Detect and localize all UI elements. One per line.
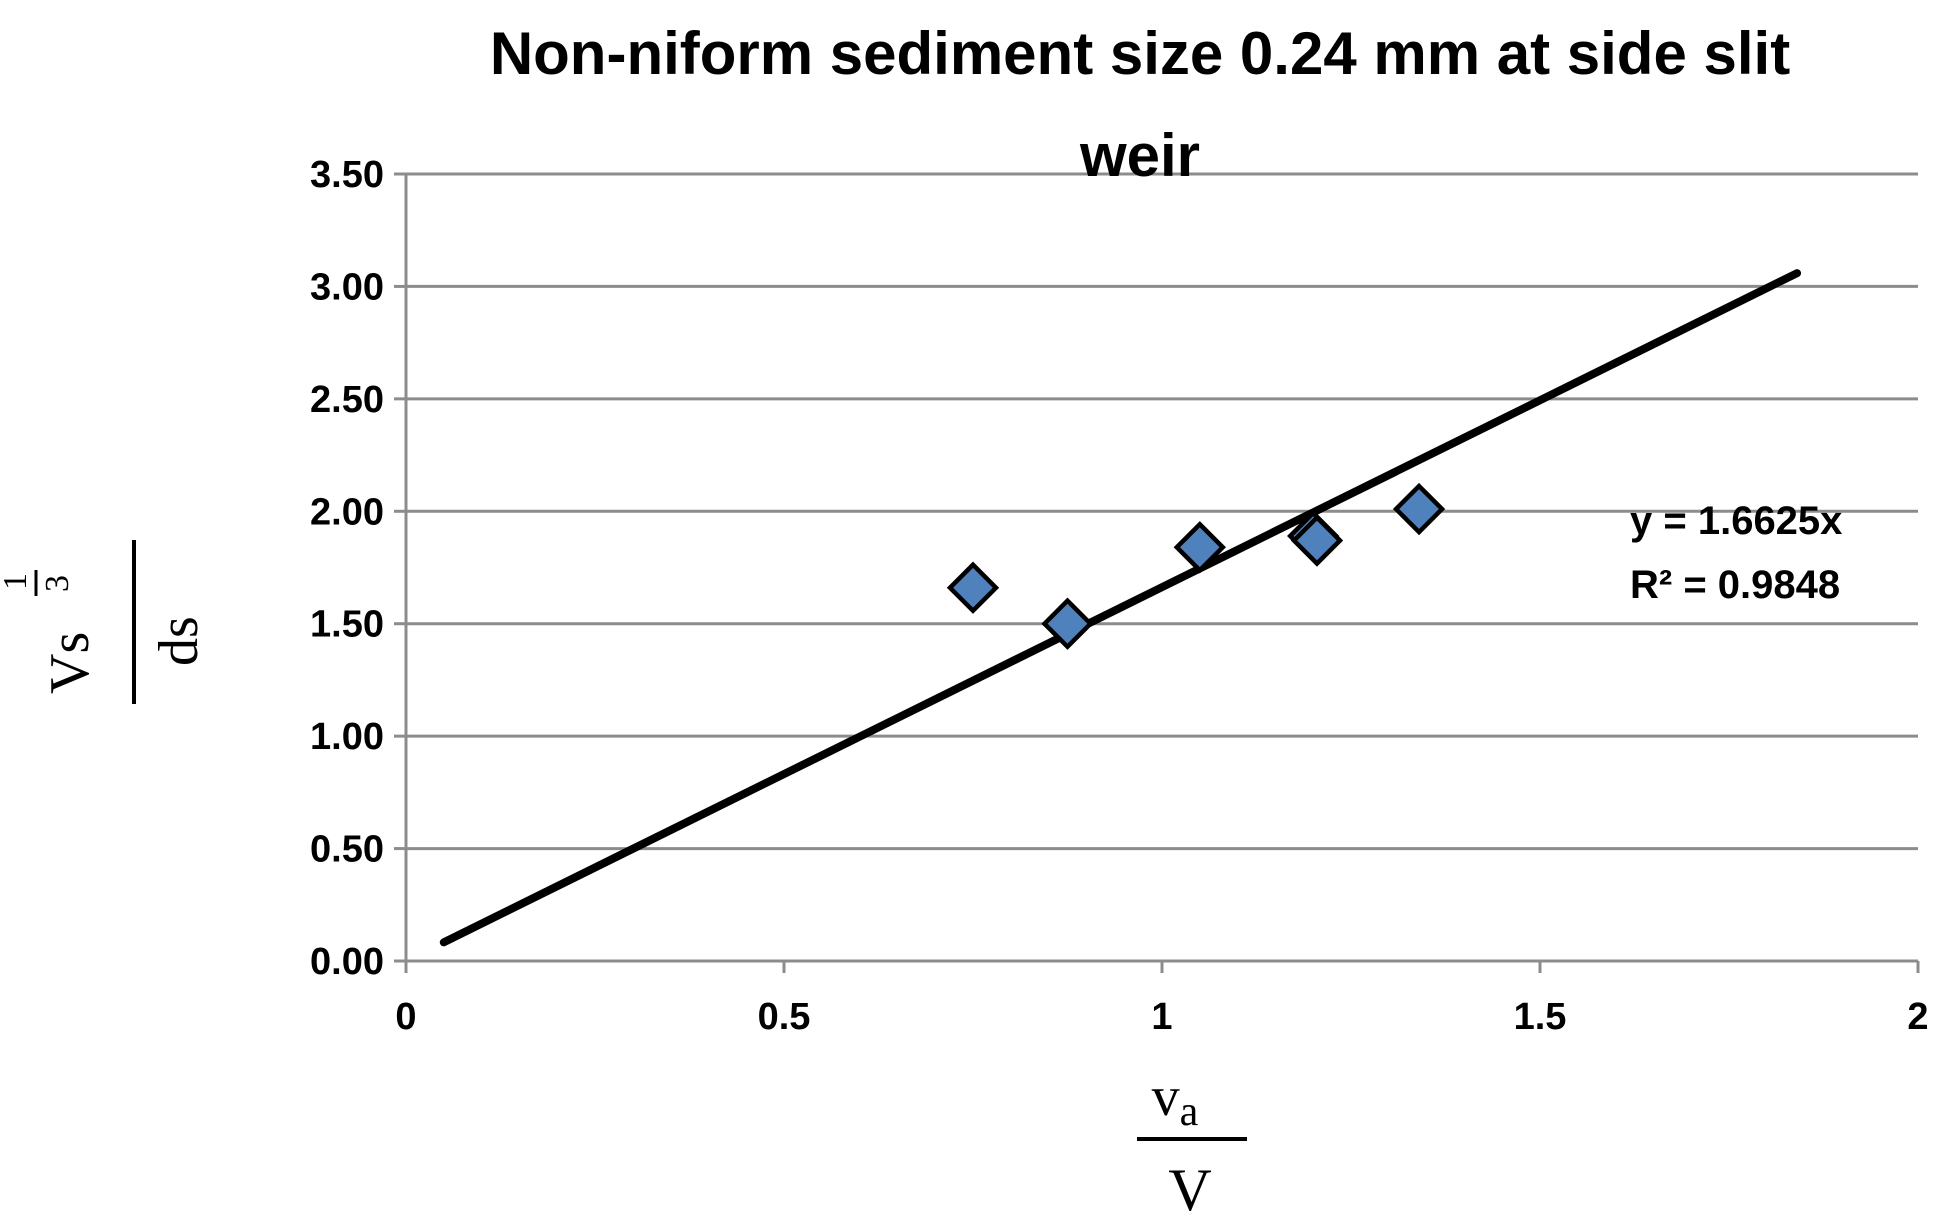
data-point-0-1 (1041, 597, 1094, 650)
y-label-numerator: Vs (39, 632, 101, 694)
x-tick-labels: 0 0.5 1 1.5 2 (395, 996, 1928, 1038)
y-tick-label-3: 1.50 (310, 604, 384, 646)
data-point-0-0 (946, 561, 1000, 614)
y-label-denominator: ds (148, 616, 210, 666)
y-label-exponent-denominator: 3 (39, 575, 76, 592)
x-tick-label-2: 1 (1151, 996, 1172, 1038)
gridlines (406, 172, 1918, 851)
x-label-denominator: V (1168, 1157, 1211, 1222)
trendline-group (439, 269, 1802, 947)
chart-title-line-2: weir (1079, 122, 1200, 189)
x-tick-label-0: 0 (395, 996, 416, 1038)
y-tick-labels: 0.00 0.50 1.00 1.50 2.00 2.50 3.00 3.50 (310, 154, 384, 983)
svg-text:va: va (1152, 1066, 1199, 1135)
y-label-exponent-numerator: 1 (0, 573, 34, 590)
axes (394, 172, 1920, 973)
trendline-r-squared: R² = 0.9848 (1630, 563, 1840, 607)
y-tick-label-1: 0.50 (310, 829, 384, 871)
x-tick-label-3: 1.5 (1514, 996, 1567, 1038)
data-point-0-4 (1290, 514, 1344, 567)
trendline (439, 269, 1802, 947)
data-points (946, 482, 1446, 650)
chart-title-line-1: Non-niform sediment size 0.24 mm at side… (490, 20, 1790, 87)
y-tick-label-6: 3.00 (310, 266, 384, 308)
x-label-subscript: a (1180, 1089, 1199, 1135)
y-tick-label-7: 3.50 (310, 154, 384, 196)
x-label-numerator: v (1152, 1066, 1180, 1128)
trendline-equation: y = 1.6625x (1630, 499, 1842, 543)
y-tick-label-0: 0.00 (310, 941, 384, 983)
data-point-0-5 (1392, 482, 1446, 536)
x-axis-label: va V (1137, 1066, 1247, 1222)
y-axis-label: Vs 1 3 ds (0, 540, 210, 704)
x-tick-label-4: 2 (1907, 996, 1928, 1038)
data-point-0-2 (1173, 521, 1226, 574)
x-tick-label-1: 0.5 (758, 996, 811, 1038)
y-tick-label-5: 2.50 (310, 379, 384, 421)
y-tick-label-4: 2.00 (310, 491, 384, 533)
y-tick-label-2: 1.00 (310, 716, 384, 758)
